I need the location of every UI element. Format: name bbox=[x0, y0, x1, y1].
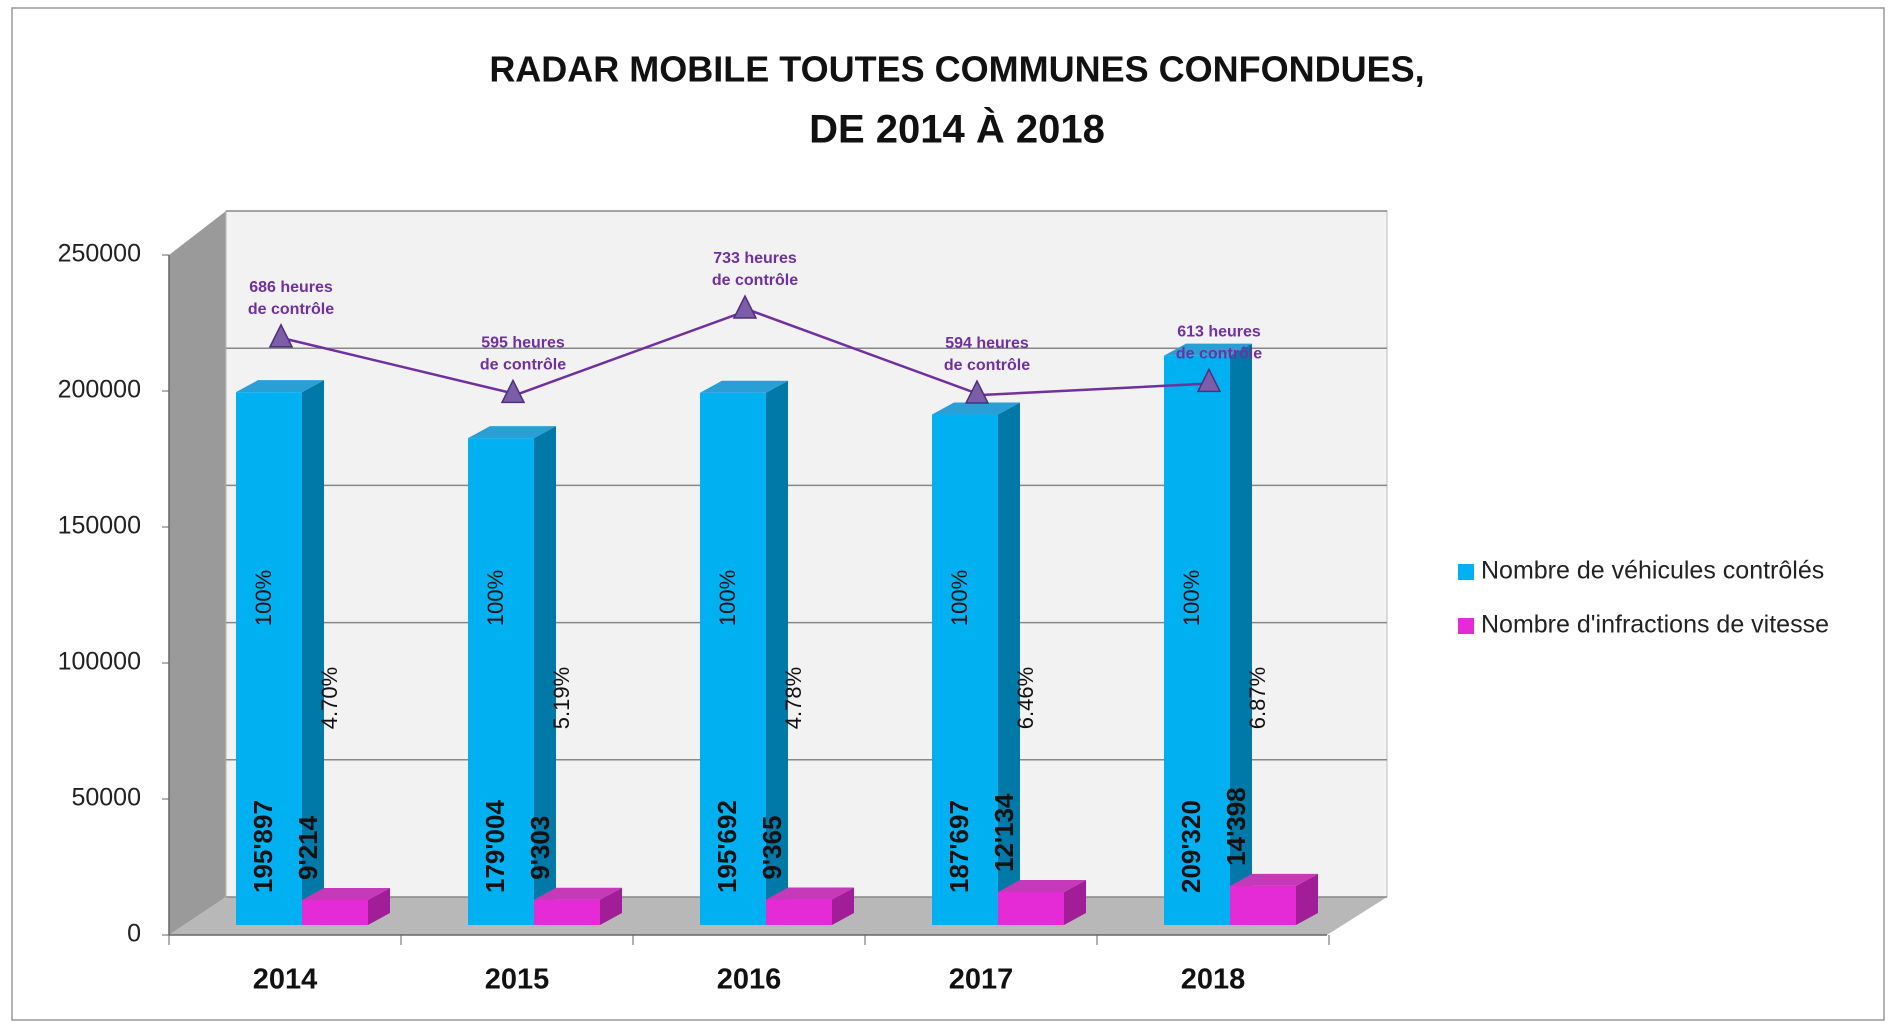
bar-side bbox=[1064, 879, 1086, 925]
bar-side bbox=[302, 380, 324, 925]
hours-label: 686 heures bbox=[249, 279, 333, 296]
x-tick-label: 2017 bbox=[949, 964, 1014, 996]
legend-swatch bbox=[1458, 618, 1474, 634]
percent-label: 6.46% bbox=[1013, 667, 1038, 729]
percent-label: 100% bbox=[1179, 570, 1204, 626]
percent-label: 5.19% bbox=[549, 667, 574, 729]
hours-label: 733 heures bbox=[713, 250, 797, 267]
hours-marker bbox=[500, 378, 526, 404]
hours-label: 595 heures bbox=[481, 335, 565, 352]
bar-side bbox=[998, 402, 1020, 925]
value-label: 195'897 bbox=[248, 800, 278, 893]
bar-side bbox=[766, 380, 788, 925]
percent-label: 4.70% bbox=[317, 667, 342, 729]
bar bbox=[468, 438, 534, 925]
x-tick-label: 2014 bbox=[253, 964, 318, 996]
value-label: 12'134 bbox=[989, 793, 1019, 872]
bar bbox=[998, 891, 1064, 925]
bar bbox=[1230, 885, 1296, 925]
percent-label: 100% bbox=[715, 570, 740, 626]
bar-side bbox=[832, 887, 854, 925]
hours-marker bbox=[964, 379, 990, 404]
bar-top bbox=[998, 879, 1086, 892]
value-label: 14'398 bbox=[1221, 787, 1251, 865]
bar bbox=[932, 414, 998, 925]
legend-label: Nombre de véhicules contrôlés bbox=[1481, 557, 1824, 585]
x-tick-label: 2015 bbox=[485, 964, 550, 996]
value-label: 187'697 bbox=[944, 800, 974, 893]
bar-top bbox=[932, 402, 1020, 415]
bar bbox=[766, 899, 832, 925]
bar-side bbox=[1296, 873, 1318, 925]
bar-top bbox=[700, 380, 788, 393]
hours-label: de contrôle bbox=[1176, 346, 1262, 363]
percent-label: 6.87% bbox=[1245, 667, 1270, 729]
hours-label: de contrôle bbox=[248, 301, 334, 318]
bar-top bbox=[1164, 343, 1252, 356]
x-tick-label: 2016 bbox=[717, 964, 782, 996]
y-tick-label: 200000 bbox=[58, 376, 141, 404]
bar-side bbox=[1230, 343, 1252, 925]
x-tick-label: 2018 bbox=[1181, 964, 1246, 996]
bar-top bbox=[1230, 873, 1318, 886]
chart-title: DE 2014 À 2018 bbox=[809, 107, 1105, 152]
hours-marker bbox=[268, 323, 294, 348]
chart-title: RADAR MOBILE TOUTES COMMUNES CONFONDUES, bbox=[489, 49, 1424, 90]
hours-label: de contrôle bbox=[480, 357, 566, 374]
bar-side bbox=[600, 887, 622, 925]
bar-side bbox=[534, 426, 556, 925]
y-tick-label: 50000 bbox=[71, 784, 141, 812]
bar bbox=[700, 392, 766, 925]
value-label: 9'303 bbox=[525, 816, 555, 880]
bar bbox=[302, 899, 368, 925]
value-label: 9'365 bbox=[757, 815, 787, 879]
y-tick-label: 0 bbox=[127, 920, 141, 948]
value-label: 179'004 bbox=[480, 800, 510, 893]
value-label: 209'320 bbox=[1176, 800, 1206, 893]
bar bbox=[534, 899, 600, 925]
value-label: 9'214 bbox=[293, 815, 323, 880]
bar-top bbox=[302, 887, 390, 900]
hours-label: 613 heures bbox=[1177, 324, 1261, 341]
value-label: 195'692 bbox=[712, 800, 742, 893]
percent-label: 4.78% bbox=[781, 667, 806, 729]
y-tick-label: 100000 bbox=[58, 648, 141, 676]
percent-label: 100% bbox=[947, 570, 972, 626]
y-tick-label: 150000 bbox=[58, 512, 141, 540]
bar-side bbox=[368, 887, 390, 925]
bar-top bbox=[468, 426, 556, 439]
bar-top bbox=[236, 380, 324, 393]
hours-marker bbox=[1196, 367, 1222, 393]
side-wall bbox=[169, 211, 226, 935]
bar bbox=[236, 392, 302, 925]
legend-label: Nombre d'infractions de vitesse bbox=[1481, 611, 1829, 639]
percent-label: 100% bbox=[251, 570, 276, 626]
hours-label: de contrôle bbox=[712, 272, 798, 289]
bar-top bbox=[534, 887, 622, 900]
y-tick-label: 250000 bbox=[58, 240, 141, 268]
bar bbox=[1164, 355, 1230, 925]
legend-swatch bbox=[1458, 564, 1474, 580]
hours-marker bbox=[732, 294, 758, 319]
hours-label: 594 heures bbox=[945, 335, 1029, 352]
percent-label: 100% bbox=[483, 570, 508, 626]
bar-top bbox=[766, 887, 854, 900]
hours-label: de contrôle bbox=[944, 357, 1030, 374]
